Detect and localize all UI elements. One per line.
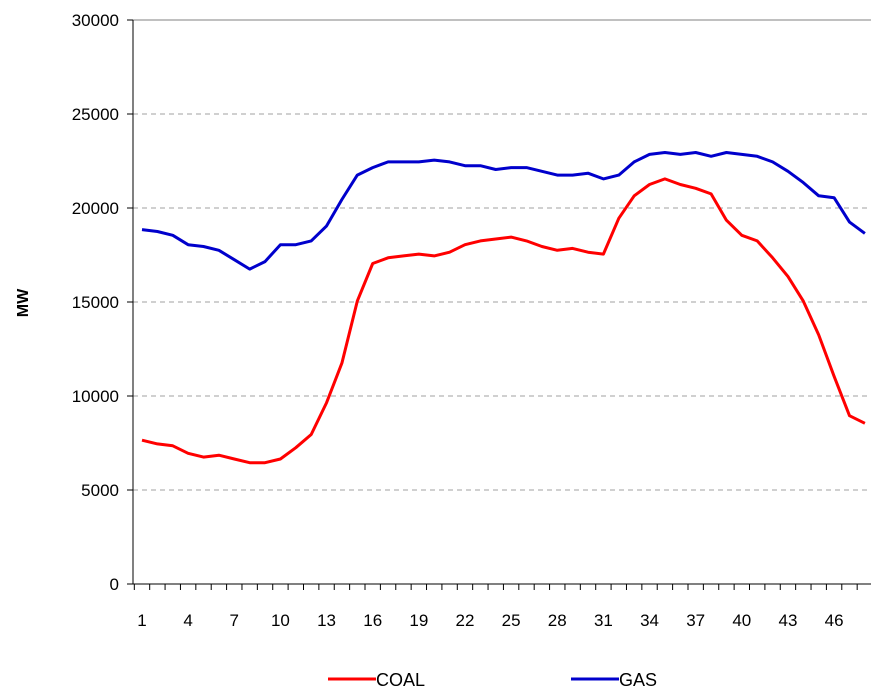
x-tick-label: 1	[137, 611, 146, 630]
y-tick-label: 20000	[72, 199, 119, 218]
axes	[127, 19, 871, 590]
y-tick-label: 15000	[72, 293, 119, 312]
series-lines	[141, 151, 866, 465]
x-tick-label: 46	[825, 611, 844, 630]
series-line-coal	[141, 177, 866, 465]
y-axis-title: MW	[15, 288, 32, 317]
y-tick-label: 10000	[72, 387, 119, 406]
y-tick-label: 5000	[81, 481, 119, 500]
legend-label-gas: GAS	[619, 670, 657, 690]
x-tick-labels: 1 4 7 10 13 16 19 22 25 28 31 34 37 40 43 46	[137, 611, 843, 630]
x-tick-label: 13	[317, 611, 336, 630]
x-tick-label: 34	[640, 611, 659, 630]
y-tick-label: 30000	[72, 11, 119, 30]
y-tick-label: 0	[110, 575, 119, 594]
x-tick-label: 10	[271, 611, 290, 630]
x-tick-label: 22	[456, 611, 475, 630]
gridlines	[133, 113, 871, 491]
x-tick-label: 4	[183, 611, 192, 630]
legend-label-coal: COAL	[376, 670, 425, 690]
x-tick-label: 37	[686, 611, 705, 630]
x-tick-label: 28	[548, 611, 567, 630]
x-tick-label: 25	[502, 611, 521, 630]
x-tick-label: 7	[230, 611, 239, 630]
x-tick-label: 16	[363, 611, 382, 630]
x-tick-label: 40	[732, 611, 751, 630]
y-tick-labels: 0 5000 10000 15000 20000 25000 30000	[72, 11, 119, 594]
x-tick-label: 43	[778, 611, 797, 630]
y-tick-label: 25000	[72, 105, 119, 124]
x-tick-label: 31	[594, 611, 613, 630]
x-tick-label: 19	[409, 611, 428, 630]
series-line-gas	[141, 151, 866, 271]
legend: COAL GAS	[328, 670, 657, 690]
